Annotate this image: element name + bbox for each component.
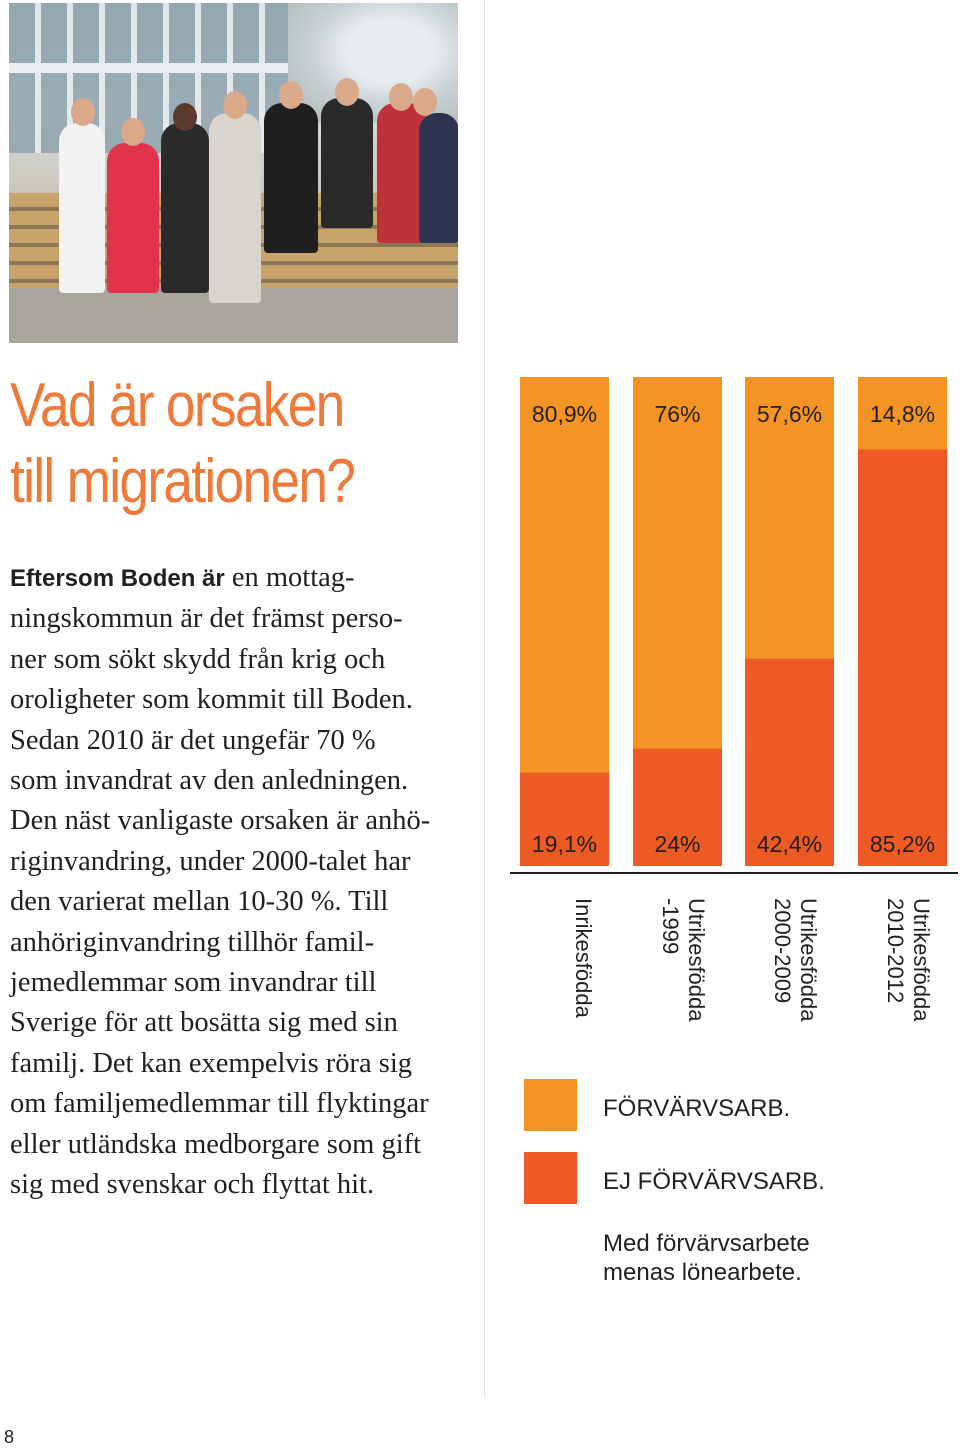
category-label: Inrikesfödda — [571, 898, 596, 1019]
category-label: Utrikesfödda — [909, 898, 934, 1022]
body-line: den varierat mellan 10-30 %. Till — [10, 886, 389, 918]
body-line: Den näst vanligaste orsaken är anhö- — [10, 805, 431, 837]
data-label-employed: 57,6% — [757, 401, 822, 427]
data-label-not-employed: 42,4% — [757, 831, 822, 857]
data-label-employed: 76% — [654, 401, 700, 427]
category-label: 2000-2009 — [770, 898, 795, 1003]
data-label-employed: 14,8% — [870, 401, 935, 427]
footnote-line: Med förvärvsarbete — [603, 1230, 810, 1257]
bar-segment-employed — [520, 377, 609, 774]
body-line: jemedlemmar som invandrar till — [10, 967, 377, 999]
body-line: ner som sökt skydd från krig och — [10, 643, 386, 675]
page-number: 8 — [4, 1427, 15, 1447]
chart-footnote: Med förvärvsarbete menas lönearbete. — [603, 1229, 903, 1287]
category-label: 2010-2012 — [883, 898, 908, 1003]
bar-segment-employed — [858, 377, 947, 450]
body-line: sig med svenskar och flyttat hit. — [10, 1169, 375, 1201]
body-line: anhöriginvandring tillhör famil- — [10, 926, 375, 958]
legend-label-not-employed: EJ FÖRVÄRVSARB. — [603, 1168, 825, 1195]
body-line: som invandrat av den anledningen. — [10, 765, 409, 797]
bar-segment-not-employed — [520, 772, 609, 866]
body-line: om familjemedlemmar till flyktingar — [10, 1088, 429, 1120]
article-body: Eftersom Boden är en mottag- ningskommun… — [10, 558, 470, 1206]
body-line: Sverige för att bosätta sig med sin — [10, 1007, 398, 1039]
category-label: -1999 — [658, 898, 683, 954]
body-line: oroligheter som kommit till Boden. — [10, 684, 413, 716]
body-line: eller utländska medborgare som gift — [10, 1128, 422, 1160]
body-line: Eftersom Boden är en mottag- — [10, 562, 355, 593]
data-label-not-employed: 24% — [654, 831, 700, 857]
data-label-not-employed: 19,1% — [532, 831, 597, 857]
data-label-not-employed: 85,2% — [870, 831, 935, 857]
title-line: till migrationen? — [10, 447, 356, 516]
footnote-line: menas lönearbete. — [603, 1259, 802, 1286]
body-line: Sedan 2010 är det ungefär 70 % — [10, 724, 376, 756]
data-label-employed: 80,9% — [532, 401, 597, 427]
body-line: ningskommun är det främst perso- — [10, 603, 403, 635]
bar-segment-employed — [633, 377, 722, 750]
legend-label-employed: FÖRVÄRVSARB. — [603, 1095, 791, 1122]
students-photo — [9, 3, 458, 343]
category-label: Utrikesfödda — [684, 898, 709, 1022]
category-label: Utrikesfödda — [796, 898, 821, 1022]
bar-segment-not-employed — [633, 748, 722, 866]
legend-swatch-not-employed — [524, 1152, 577, 1204]
column-divider — [484, 0, 485, 1398]
bar-segment-not-employed — [745, 658, 834, 866]
title-line: Vad är orsaken — [10, 371, 345, 440]
article-title: Vad är orsaken till migrationen? — [10, 368, 406, 520]
body-line: familj. Det kan exempelvis röra sig — [10, 1047, 413, 1079]
body-line: riginvandring, under 2000-talet har — [10, 845, 411, 877]
lead-in: Eftersom Boden är — [10, 565, 225, 592]
bar-segment-employed — [745, 377, 834, 660]
bar-segment-not-employed — [858, 449, 947, 866]
legend-swatch-employed — [524, 1079, 577, 1131]
